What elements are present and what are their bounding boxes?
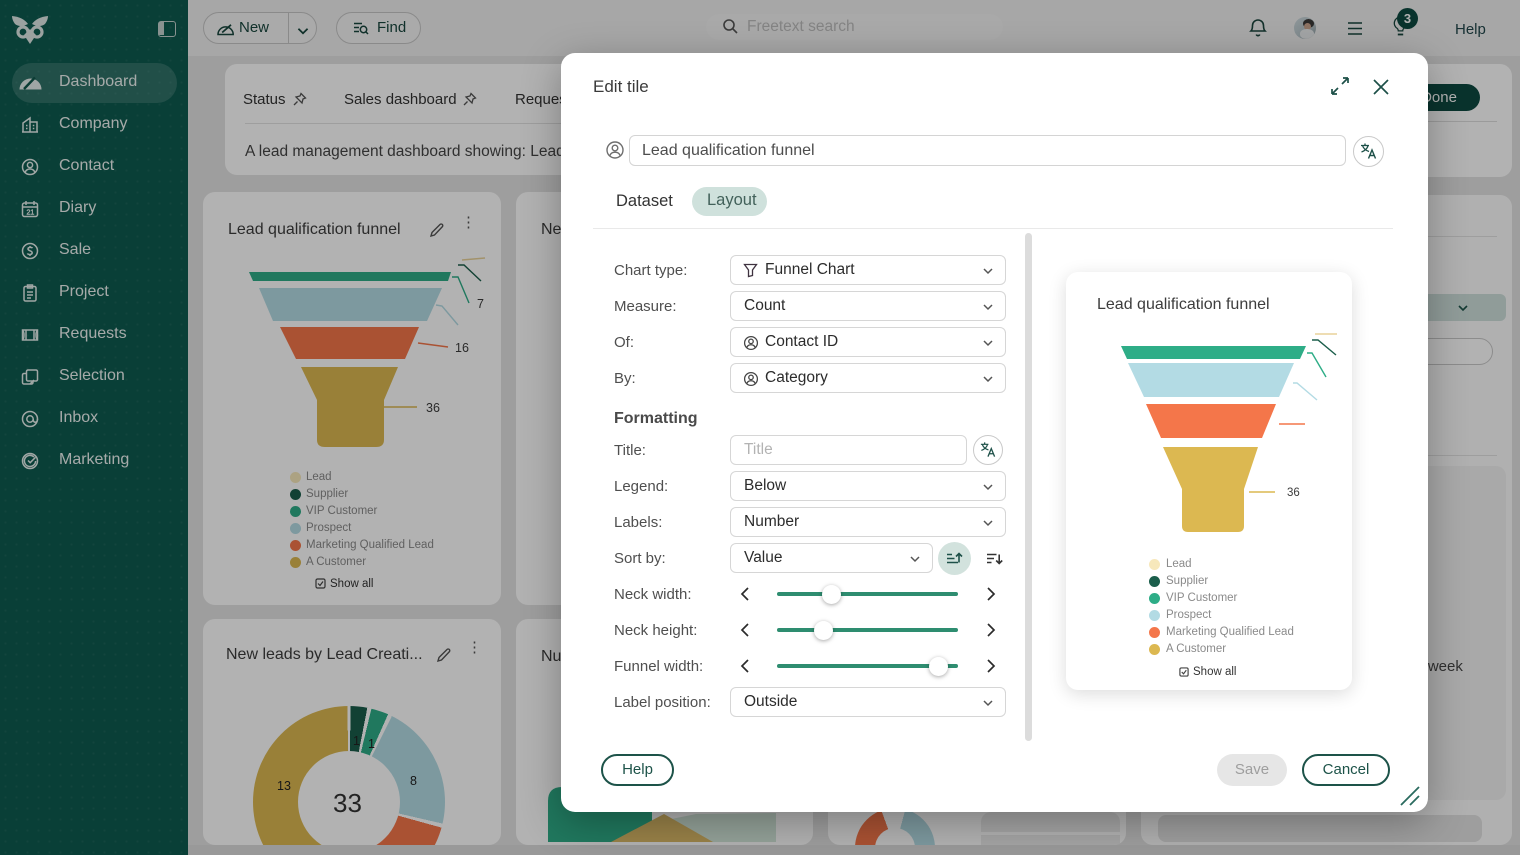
- svg-text:7: 7: [477, 297, 484, 311]
- svg-text:36: 36: [426, 401, 440, 415]
- svg-text:21: 21: [27, 210, 35, 217]
- svg-text:16: 16: [455, 341, 469, 355]
- svg-text:36: 36: [1287, 487, 1300, 499]
